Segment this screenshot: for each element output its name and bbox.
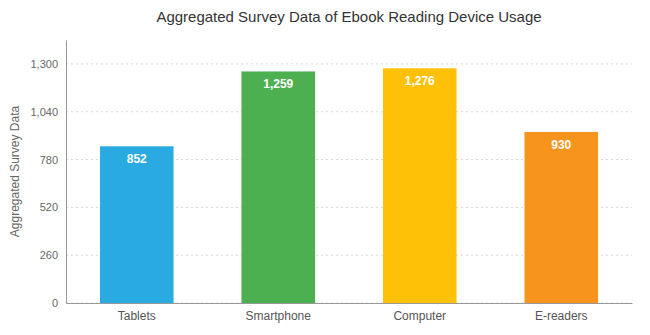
y-tick: 520	[40, 201, 66, 213]
x-tick-label: Smartphone	[246, 309, 312, 323]
x-tick: Smartphone	[246, 303, 312, 323]
chart-svg: Aggregated Survey Data of Ebook Reading …	[0, 0, 650, 335]
bar	[383, 68, 457, 303]
y-tick-label: 0	[52, 297, 58, 309]
x-axis: Tablets Smartphone Computer E-readers	[67, 303, 633, 323]
chart-container: Aggregated Survey Data of Ebook Reading …	[0, 0, 650, 335]
y-tick-label: 260	[40, 249, 58, 261]
y-tick-label: 780	[40, 154, 58, 166]
y-tick: 1,040	[30, 106, 66, 118]
x-tick: E-readers	[535, 303, 588, 323]
x-tick-label: Tablets	[118, 309, 156, 323]
x-axis-line	[67, 303, 633, 304]
y-tick: 1,300	[30, 58, 66, 70]
y-tick: 780	[40, 154, 66, 166]
plot-area: 0 260 520 780 1,040 1,300 Tablets Smartphone Com…	[30, 41, 632, 323]
data-labels: 852 1,259 1,276 930	[127, 74, 572, 166]
y-axis-line	[66, 41, 67, 304]
grid	[66, 64, 632, 303]
data-label: 930	[551, 138, 571, 152]
grid-line	[66, 111, 632, 112]
data-label: 1,259	[263, 77, 293, 91]
x-tick: Computer	[393, 303, 446, 323]
x-tick-label: Computer	[393, 309, 446, 323]
grid-line	[66, 63, 632, 64]
x-tick: Tablets	[118, 303, 156, 323]
bar	[524, 132, 598, 303]
y-tick-label: 1,040	[30, 106, 58, 118]
bar	[100, 146, 174, 303]
chart-title: Aggregated Survey Data of Ebook Reading …	[156, 8, 541, 25]
data-label: 852	[127, 152, 147, 166]
y-tick: 0	[52, 297, 66, 309]
bars	[100, 68, 598, 303]
x-tick-label: E-readers	[535, 309, 588, 323]
y-tick: 260	[40, 249, 66, 261]
y-axis-title: Aggregated Survey Data	[8, 105, 22, 237]
data-label: 1,276	[405, 74, 435, 88]
y-axis: 0 260 520 780 1,040 1,300	[30, 41, 66, 310]
y-tick-label: 1,300	[30, 58, 58, 70]
y-tick-label: 520	[40, 201, 58, 213]
bar	[241, 71, 315, 303]
